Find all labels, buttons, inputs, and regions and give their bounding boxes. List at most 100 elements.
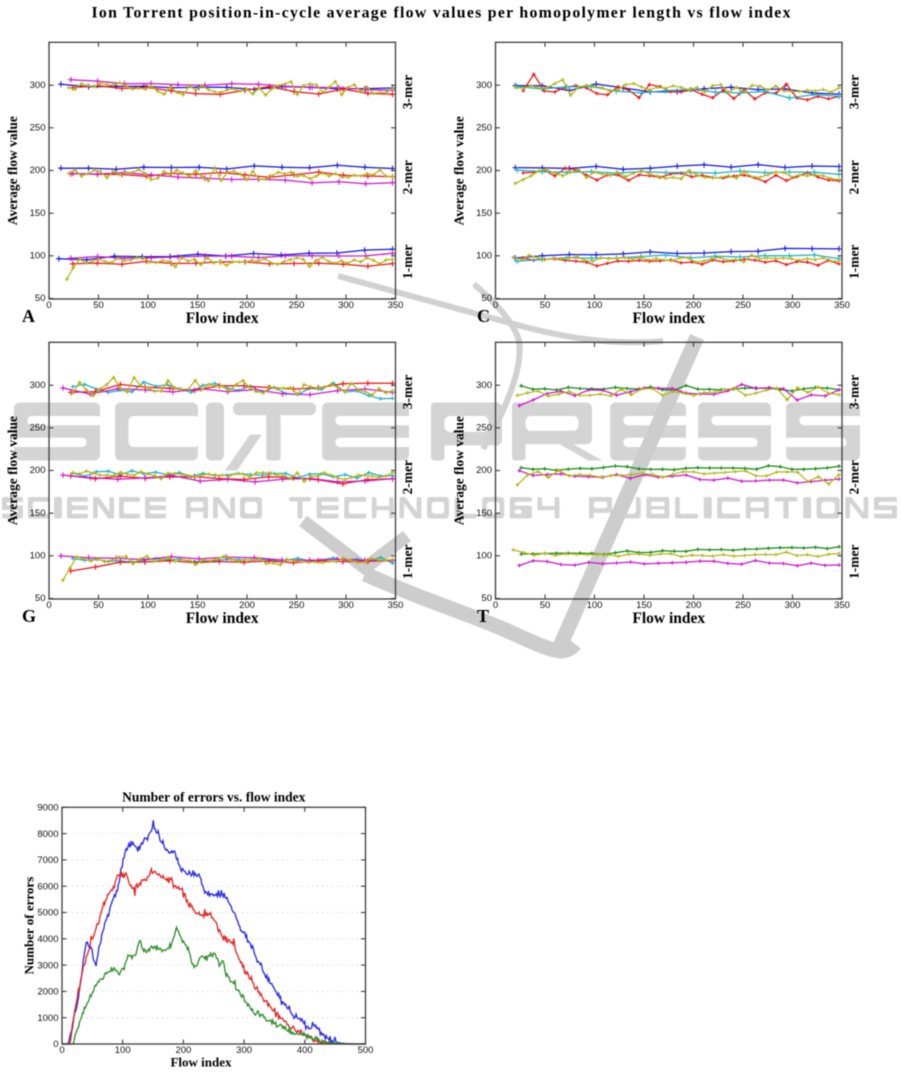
svg-text:150: 150 (476, 508, 492, 519)
svg-text:T: T (477, 606, 489, 626)
svg-text:100: 100 (140, 600, 156, 611)
svg-text:C: C (477, 306, 490, 326)
svg-text:2000: 2000 (37, 987, 58, 998)
svg-text:300: 300 (236, 1045, 252, 1056)
svg-text:350: 350 (388, 600, 404, 611)
svg-text:200: 200 (686, 300, 702, 311)
svg-text:350: 350 (834, 300, 850, 311)
svg-text:Average flow value: Average flow value (452, 116, 467, 225)
svg-text:150: 150 (476, 208, 492, 219)
svg-text:3000: 3000 (37, 960, 58, 971)
svg-text:1-mer: 1-mer (400, 545, 415, 579)
svg-text:0: 0 (46, 300, 51, 311)
svg-text:100: 100 (115, 1045, 131, 1056)
svg-text:250: 250 (735, 600, 751, 611)
svg-text:100: 100 (476, 550, 492, 561)
svg-text:500: 500 (358, 1045, 374, 1056)
svg-text:3-mer: 3-mer (400, 375, 415, 409)
svg-text:300: 300 (476, 380, 492, 391)
svg-text:50: 50 (481, 593, 492, 604)
svg-text:150: 150 (636, 300, 652, 311)
svg-text:A: A (22, 306, 35, 326)
svg-text:3-mer: 3-mer (847, 375, 862, 409)
svg-text:300: 300 (30, 380, 46, 391)
svg-text:250: 250 (30, 422, 46, 433)
svg-text:3-mer: 3-mer (400, 75, 415, 109)
svg-text:250: 250 (476, 122, 492, 133)
svg-text:200: 200 (30, 465, 46, 476)
svg-text:8000: 8000 (37, 829, 58, 840)
svg-text:250: 250 (289, 300, 305, 311)
svg-text:0: 0 (46, 600, 51, 611)
svg-text:200: 200 (476, 465, 492, 476)
svg-text:100: 100 (476, 250, 492, 261)
svg-text:7000: 7000 (37, 855, 58, 866)
svg-text:250: 250 (476, 422, 492, 433)
svg-text:100: 100 (30, 550, 46, 561)
svg-text:200: 200 (175, 1045, 191, 1056)
svg-text:2-mer: 2-mer (400, 160, 415, 194)
svg-text:300: 300 (338, 600, 354, 611)
svg-text:Ion Torrent position-in-cycle: Ion Torrent position-in-cycle average fl… (92, 5, 791, 22)
svg-text:4000: 4000 (37, 934, 58, 945)
svg-text:200: 200 (239, 300, 255, 311)
svg-text:1-mer: 1-mer (400, 245, 415, 279)
svg-text:Average flow value: Average flow value (5, 416, 20, 525)
svg-text:0: 0 (493, 300, 498, 311)
svg-text:350: 350 (388, 300, 404, 311)
svg-text:50: 50 (540, 300, 551, 311)
svg-text:300: 300 (785, 600, 801, 611)
svg-text:50: 50 (93, 600, 104, 611)
svg-text:150: 150 (30, 508, 46, 519)
svg-text:300: 300 (30, 80, 46, 91)
svg-text:Flow index: Flow index (186, 610, 259, 627)
svg-text:2-mer: 2-mer (400, 460, 415, 494)
svg-text:200: 200 (30, 165, 46, 176)
svg-text:Number of errors vs. flow inde: Number of errors vs. flow index (122, 789, 305, 804)
svg-text:50: 50 (481, 293, 492, 304)
svg-text:1000: 1000 (37, 1013, 58, 1024)
svg-text:150: 150 (30, 208, 46, 219)
svg-text:Average flow value: Average flow value (452, 416, 467, 525)
svg-text:2-mer: 2-mer (847, 160, 862, 194)
svg-text:250: 250 (289, 600, 305, 611)
svg-text:1-mer: 1-mer (847, 245, 862, 279)
svg-text:1-mer: 1-mer (847, 545, 862, 579)
svg-text:250: 250 (30, 122, 46, 133)
svg-text:Flow index: Flow index (186, 310, 259, 327)
svg-text:100: 100 (30, 250, 46, 261)
svg-text:250: 250 (735, 300, 751, 311)
svg-text:100: 100 (587, 300, 603, 311)
svg-text:100: 100 (140, 300, 156, 311)
svg-text:3-mer: 3-mer (847, 75, 862, 109)
svg-text:350: 350 (834, 600, 850, 611)
svg-text:100: 100 (587, 600, 603, 611)
svg-text:200: 200 (239, 600, 255, 611)
svg-text:150: 150 (190, 600, 206, 611)
svg-text:50: 50 (35, 593, 46, 604)
svg-text:0: 0 (59, 1045, 64, 1056)
svg-text:2-mer: 2-mer (847, 460, 862, 494)
svg-text:5000: 5000 (37, 908, 58, 919)
svg-text:0: 0 (493, 600, 498, 611)
svg-text:150: 150 (636, 600, 652, 611)
svg-text:150: 150 (190, 300, 206, 311)
svg-text:Flow index: Flow index (170, 1055, 232, 1070)
svg-text:400: 400 (297, 1045, 313, 1056)
svg-text:G: G (22, 606, 36, 626)
svg-text:200: 200 (476, 165, 492, 176)
svg-text:300: 300 (338, 300, 354, 311)
svg-text:9000: 9000 (37, 803, 58, 814)
svg-text:Flow index: Flow index (632, 610, 705, 627)
svg-text:50: 50 (93, 300, 104, 311)
svg-text:50: 50 (35, 293, 46, 304)
svg-text:300: 300 (476, 80, 492, 91)
svg-text:Flow index: Flow index (632, 310, 705, 327)
svg-text:300: 300 (785, 300, 801, 311)
svg-text:0: 0 (53, 1039, 58, 1050)
svg-text:50: 50 (540, 600, 551, 611)
svg-text:200: 200 (686, 600, 702, 611)
svg-text:Average flow value: Average flow value (5, 116, 20, 225)
svg-text:6000: 6000 (37, 881, 58, 892)
svg-text:Number of errors: Number of errors (22, 877, 37, 975)
